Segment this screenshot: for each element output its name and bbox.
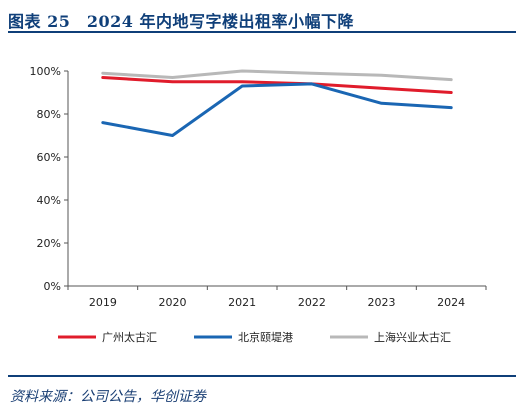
series-line-2: [101, 82, 453, 137]
y-tick-label: 60%: [37, 151, 61, 164]
x-tick-label: 2020: [159, 296, 187, 309]
x-tick-label: 2021: [228, 296, 256, 309]
legend-label-3: 上海兴业太古汇: [374, 330, 451, 344]
chart-axes: 0% 20% 40% 60% 80% 100% 2019 2020 2021 2022 2023 20…: [30, 65, 487, 309]
x-tick-label: 2019: [89, 296, 117, 309]
line-chart: 0% 20% 40% 60% 80% 100% 2019 2020 2021 2022 2023 20…: [30, 65, 487, 344]
y-tick-label: 20%: [37, 237, 61, 250]
x-tick-label: 2023: [368, 296, 396, 309]
legend-label-1: 广州太古汇: [102, 331, 157, 344]
y-tick-label: 40%: [37, 194, 61, 207]
x-tick-label: 2024: [437, 296, 465, 309]
series-line-1: [101, 76, 453, 94]
x-tick-label: 2022: [298, 296, 326, 309]
series-line-3: [101, 69, 453, 82]
chart-title-bar: 图表 25 2024 年内地写字楼出租率小幅下降: [8, 6, 516, 31]
chart-legend: 广州太古汇 北京颐堤港 上海兴业太古汇: [58, 330, 451, 344]
chart-series: [101, 69, 453, 137]
title-divider: [8, 31, 516, 33]
y-tick-label: 100%: [30, 65, 61, 78]
source-note: 资料来源：公司公告，华创证券: [10, 389, 206, 405]
y-tick-label: 0%: [44, 280, 61, 293]
chart-title: 图表 25 2024 年内地写字楼出租率小幅下降: [8, 12, 354, 31]
legend-label-2: 北京颐堤港: [238, 330, 293, 344]
y-tick-label: 80%: [37, 108, 61, 121]
footer-divider: [8, 375, 516, 377]
